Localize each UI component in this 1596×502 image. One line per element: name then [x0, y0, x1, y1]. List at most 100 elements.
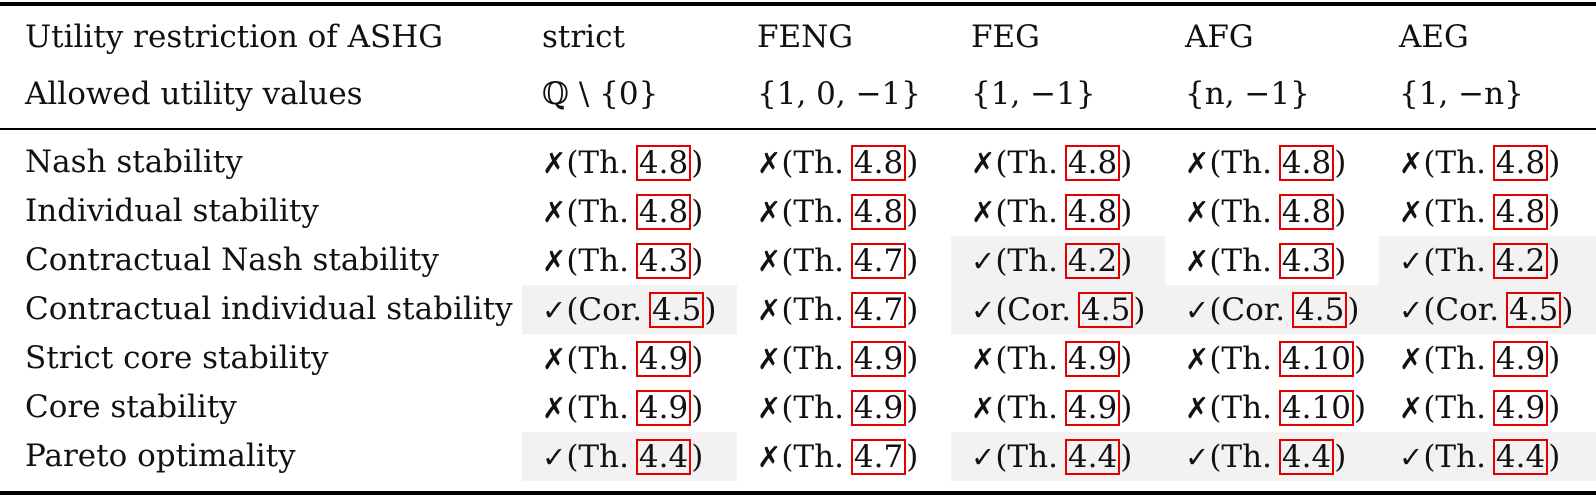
theorem-reference-link[interactable]: 4.3: [1278, 242, 1335, 279]
citation-kind: Th.: [1435, 438, 1486, 475]
theorem-reference-link[interactable]: 4.9: [1492, 340, 1549, 377]
row-label: Pareto optimality: [25, 438, 296, 474]
check-icon: ✓: [971, 439, 996, 474]
theorem-reference-link[interactable]: 4.9: [1064, 389, 1121, 426]
theorem-reference-link[interactable]: 4.8: [635, 144, 692, 181]
result-cell: ✗(Th. 4.8): [757, 144, 919, 181]
theorem-reference-link[interactable]: 4.8: [1064, 193, 1121, 230]
cross-icon: ✗: [757, 439, 782, 474]
cross-icon: ✗: [971, 341, 996, 376]
theorem-reference-link[interactable]: 4.9: [1064, 340, 1121, 377]
citation-kind: Th.: [1221, 340, 1272, 377]
citation-kind: Th.: [1007, 438, 1058, 475]
theorem-reference-link[interactable]: 4.9: [850, 340, 907, 377]
theorem-reference-link[interactable]: 4.8: [1492, 193, 1549, 230]
citation-kind: Th.: [1221, 438, 1272, 475]
cross-icon: ✗: [1399, 145, 1424, 180]
result-cell: ✗(Th. 4.9): [757, 389, 919, 426]
check-icon: ✓: [971, 243, 996, 278]
cross-icon: ✗: [1399, 194, 1424, 229]
result-cell: ✓(Th. 4.4): [522, 432, 737, 481]
citation-kind: Th.: [1007, 389, 1058, 426]
theorem-reference-link[interactable]: 4.7: [850, 438, 907, 475]
result-cell: ✗(Th. 4.8): [757, 193, 919, 230]
theorem-reference-link[interactable]: 4.8: [850, 193, 907, 230]
theorem-reference-link[interactable]: 4.3: [635, 242, 692, 279]
theorem-reference-link[interactable]: 4.4: [1278, 438, 1335, 475]
result-cell: ✗(Th. 4.9): [1399, 389, 1561, 426]
result-cell: ✓(Cor. 4.5): [1379, 285, 1596, 334]
header-rule: [0, 128, 1596, 130]
cross-icon: ✗: [757, 145, 782, 180]
theorem-reference-link[interactable]: 4.8: [1064, 144, 1121, 181]
citation-kind: Th.: [1435, 242, 1486, 279]
theorem-reference-link[interactable]: 4.5: [649, 291, 705, 328]
theorem-reference-link[interactable]: 4.2: [1492, 242, 1549, 279]
theorem-reference-link[interactable]: 4.9: [1492, 389, 1549, 426]
cross-icon: ✗: [1185, 341, 1210, 376]
result-cell: ✗(Th. 4.10): [1185, 389, 1367, 426]
result-cell: ✓(Th. 4.2): [951, 236, 1165, 285]
theorem-reference-link[interactable]: 4.4: [635, 438, 692, 475]
citation-kind: Th.: [578, 193, 629, 230]
cross-icon: ✗: [1185, 243, 1210, 278]
theorem-reference-link[interactable]: 4.7: [850, 291, 907, 328]
bottom-rule: [0, 491, 1596, 495]
header-label-restriction: Utility restriction of ASHG: [25, 18, 444, 55]
cross-icon: ✗: [757, 194, 782, 229]
table-row: Contractual Nash stability ✗(Th. 4.3) ✗(Th.…: [0, 236, 1596, 285]
cross-icon: ✗: [1399, 341, 1424, 376]
check-icon: ✓: [1399, 292, 1424, 327]
citation-kind: Th.: [1007, 340, 1058, 377]
result-cell: ✗(Th. 4.7): [757, 438, 919, 475]
result-cell: ✗(Th. 4.7): [757, 291, 919, 328]
theorem-reference-link[interactable]: 4.10: [1278, 389, 1354, 426]
results-table-body: Utility restriction of ASHG strict FENG …: [0, 10, 1596, 481]
result-cell: ✗(Th. 4.8): [1399, 193, 1561, 230]
header-strict: strict: [542, 18, 625, 55]
theorem-reference-link[interactable]: 4.7: [850, 242, 907, 279]
citation-kind: Cor.: [1221, 291, 1286, 328]
citation-kind: Th.: [1435, 389, 1486, 426]
theorem-reference-link[interactable]: 4.2: [1064, 242, 1121, 279]
values-aeg: {1, −n}: [1399, 75, 1524, 112]
theorem-reference-link[interactable]: 4.4: [1064, 438, 1121, 475]
cross-icon: ✗: [542, 194, 567, 229]
citation-kind: Th.: [1435, 144, 1486, 181]
result-cell: ✓(Th. 4.4): [1379, 432, 1596, 481]
values-feg: {1, −1}: [971, 75, 1096, 112]
cross-icon: ✗: [971, 194, 996, 229]
table-row: Strict core stability ✗(Th. 4.9) ✗(Th. 4.9) ✗…: [0, 334, 1596, 383]
theorem-reference-link[interactable]: 4.9: [635, 389, 692, 426]
theorem-reference-link[interactable]: 4.4: [1492, 438, 1549, 475]
citation-kind: Th.: [793, 291, 844, 328]
table-row: Pareto optimality ✓(Th. 4.4) ✗(Th. 4.7) ✓(Th.…: [0, 432, 1596, 481]
theorem-reference-link[interactable]: 4.9: [850, 389, 907, 426]
result-cell: ✗(Th. 4.8): [1185, 193, 1347, 230]
table-row: Core stability ✗(Th. 4.9) ✗(Th. 4.9) ✗(Th. 4.9…: [0, 383, 1596, 432]
result-cell: ✓(Cor. 4.5): [1165, 285, 1379, 334]
header-afg: AFG: [1185, 18, 1254, 55]
theorem-reference-link[interactable]: 4.8: [1278, 144, 1335, 181]
theorem-reference-link[interactable]: 4.8: [635, 193, 692, 230]
cross-icon: ✗: [971, 145, 996, 180]
theorem-reference-link[interactable]: 4.8: [1278, 193, 1335, 230]
citation-kind: Th.: [793, 193, 844, 230]
theorem-reference-link[interactable]: 4.9: [635, 340, 692, 377]
theorem-reference-link[interactable]: 4.5: [1078, 291, 1134, 328]
theorem-reference-link[interactable]: 4.5: [1506, 291, 1562, 328]
citation-kind: Th.: [1007, 242, 1058, 279]
values-afg: {n, −1}: [1185, 75, 1310, 112]
result-cell: ✓(Cor. 4.5): [951, 285, 1165, 334]
theorem-reference-link[interactable]: 4.10: [1278, 340, 1354, 377]
result-cell: ✗(Th. 4.7): [757, 242, 919, 279]
header-feg: FEG: [971, 18, 1040, 55]
theorem-reference-link[interactable]: 4.8: [1492, 144, 1549, 181]
theorem-reference-link[interactable]: 4.8: [850, 144, 907, 181]
citation-kind: Th.: [1221, 242, 1272, 279]
cross-icon: ✗: [757, 292, 782, 327]
citation-kind: Th.: [793, 438, 844, 475]
theorem-reference-link[interactable]: 4.5: [1292, 291, 1348, 328]
check-icon: ✓: [542, 292, 567, 327]
result-cell: ✗(Th. 4.3): [1185, 242, 1347, 279]
